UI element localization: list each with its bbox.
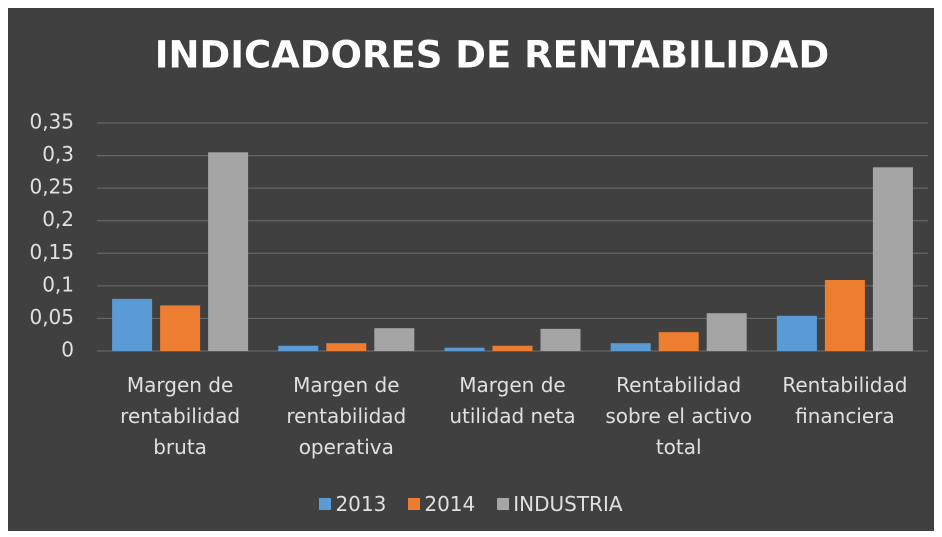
bar	[824, 279, 865, 351]
legend-item: INDUSTRIA	[497, 492, 623, 516]
bar	[610, 343, 651, 351]
y-tick-label: 0,1	[42, 272, 74, 296]
legend-label: INDUSTRIA	[513, 492, 623, 516]
legend-swatch	[319, 498, 332, 510]
bar	[374, 328, 415, 351]
y-tick-label: 0,2	[42, 207, 74, 231]
chart-title: INDICADORES DE RENTABILIDAD	[155, 34, 829, 77]
y-tick-label: 0,3	[42, 142, 74, 166]
bar	[706, 313, 747, 351]
bar	[160, 305, 201, 351]
bar	[540, 328, 581, 351]
y-tick-label: 0,05	[29, 305, 74, 329]
legend: 2013 2014 INDUSTRIA	[0, 492, 942, 516]
y-tick-label: 0,15	[29, 240, 74, 264]
legend-swatch	[408, 498, 421, 510]
y-tick-label: 0,25	[29, 175, 74, 199]
legend-item: 2013	[319, 492, 386, 516]
bar	[444, 347, 485, 351]
bar	[872, 167, 913, 351]
bar	[658, 332, 699, 351]
x-tick-label: Margen de rentabilidad operativa	[286, 373, 407, 459]
x-tick-label: Rentabilidad financiera	[782, 373, 908, 428]
legend-item: 2014	[408, 492, 475, 516]
x-tick-label: Rentabilidad sobre el activo total	[605, 373, 753, 459]
chart-background	[8, 8, 934, 531]
x-tick-label: Margen de utilidad neta	[449, 373, 576, 428]
bar	[326, 343, 367, 351]
bar	[112, 298, 153, 351]
legend-label: 2014	[424, 492, 476, 516]
y-tick-label: 0	[61, 338, 74, 362]
bar	[278, 345, 319, 351]
x-tick-label: Margen de rentabilidad bruta	[120, 373, 241, 459]
y-tick-label: 0,35	[29, 110, 74, 134]
bar	[208, 152, 249, 351]
legend-label: 2013	[335, 492, 387, 516]
legend-swatch	[497, 498, 510, 510]
bar	[492, 345, 533, 351]
bar	[776, 315, 817, 351]
